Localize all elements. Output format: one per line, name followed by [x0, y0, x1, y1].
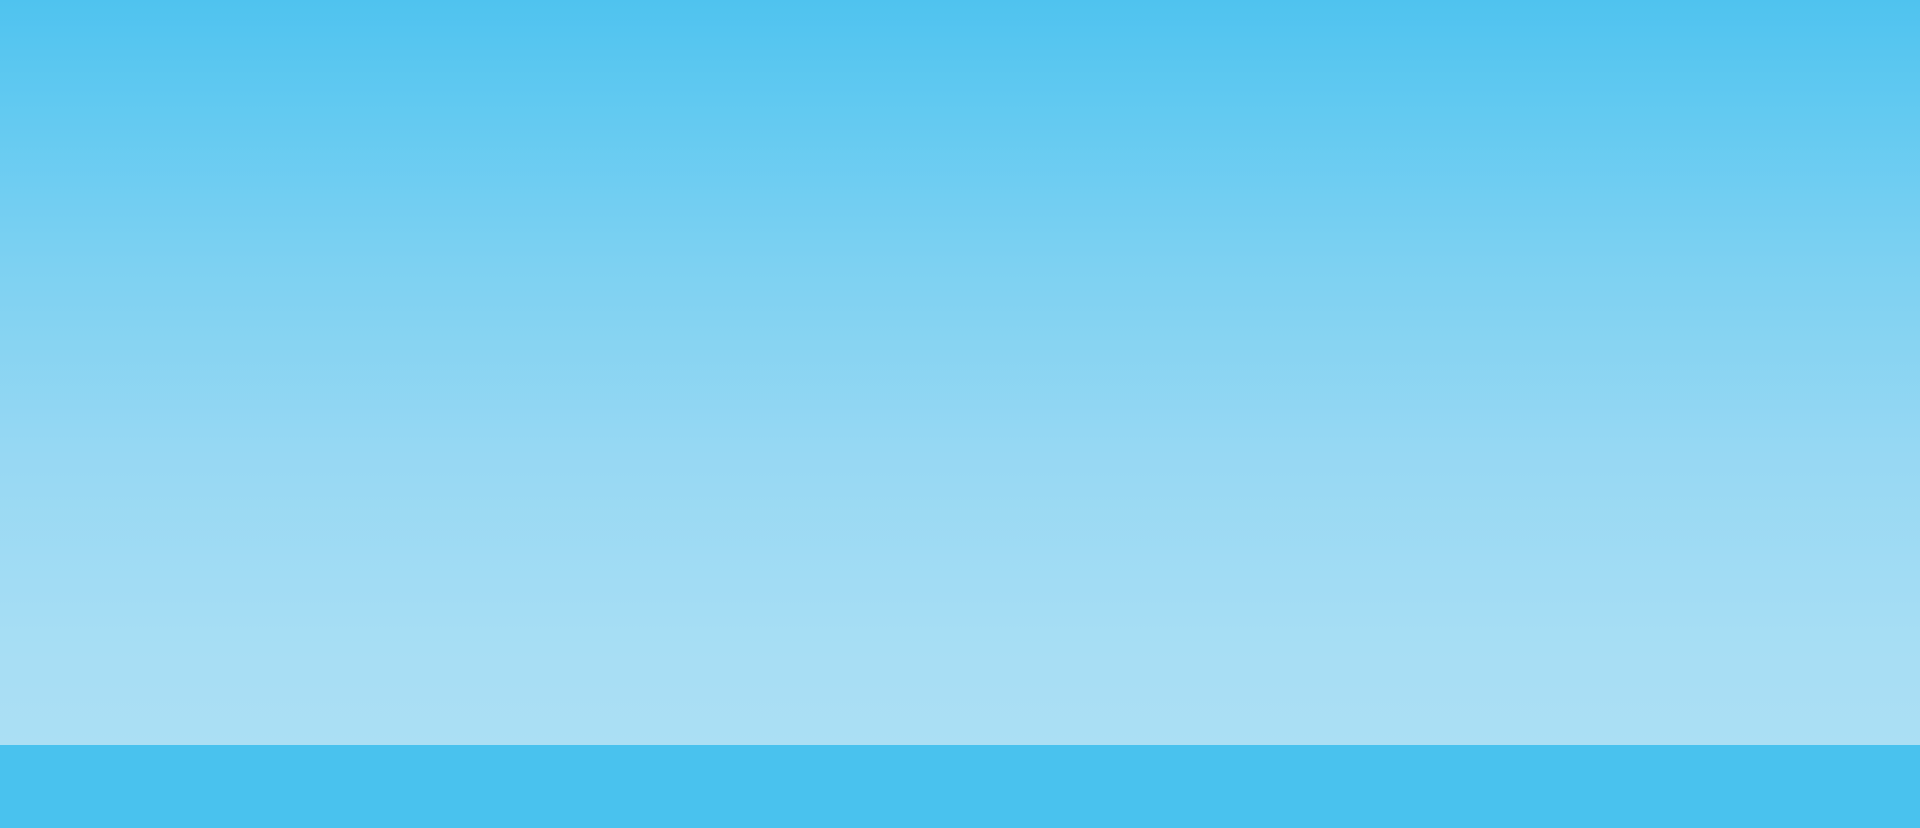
page-subtitle: [0, 126, 1920, 144]
